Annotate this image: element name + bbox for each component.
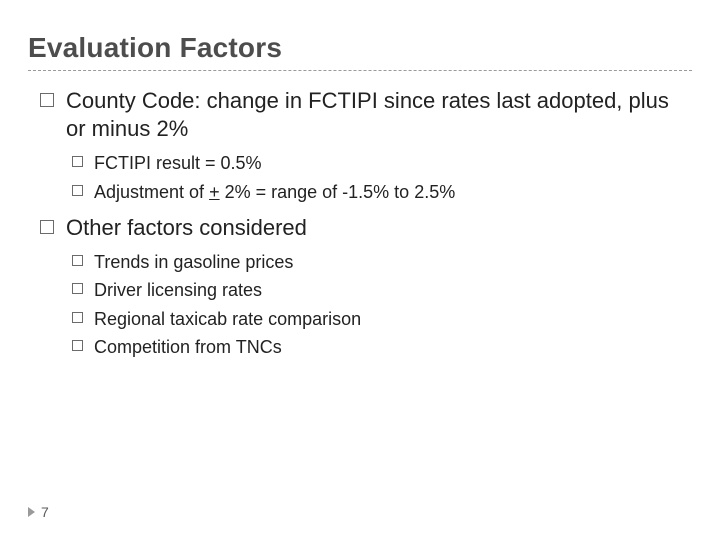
list-item: Adjustment of + 2% = range of -1.5% to 2… bbox=[72, 180, 692, 204]
list-item-text: Driver licensing rates bbox=[94, 280, 262, 300]
list-item-text: Trends in gasoline prices bbox=[94, 252, 293, 272]
page-number: 7 bbox=[41, 504, 49, 520]
bullet-list-lvl2: FCTIPI result = 0.5% Adjustment of + 2% … bbox=[72, 151, 692, 204]
list-item: Driver licensing rates bbox=[72, 278, 692, 302]
bullet-list-lvl1: County Code: change in FCTIPI since rate… bbox=[40, 87, 692, 359]
list-item: FCTIPI result = 0.5% bbox=[72, 151, 692, 175]
list-item-text: Other factors considered bbox=[66, 215, 307, 240]
list-item-underlined: + bbox=[209, 182, 220, 202]
slide-footer: 7 bbox=[28, 504, 49, 520]
title-divider bbox=[28, 70, 692, 71]
slide: Evaluation Factors County Code: change i… bbox=[0, 0, 720, 540]
list-item-text: Regional taxicab rate comparison bbox=[94, 309, 361, 329]
list-item: Regional taxicab rate comparison bbox=[72, 307, 692, 331]
list-item-text: County Code: change in FCTIPI since rate… bbox=[66, 88, 669, 141]
list-item-suffix: 2% = range of -1.5% to 2.5% bbox=[220, 182, 456, 202]
chevron-right-icon bbox=[28, 507, 35, 517]
slide-content: County Code: change in FCTIPI since rate… bbox=[28, 87, 692, 359]
bullet-list-lvl2: Trends in gasoline prices Driver licensi… bbox=[72, 250, 692, 359]
list-item: Competition from TNCs bbox=[72, 335, 692, 359]
list-item: Trends in gasoline prices bbox=[72, 250, 692, 274]
list-item-text: FCTIPI result = 0.5% bbox=[94, 153, 262, 173]
list-item: Other factors considered Trends in gasol… bbox=[40, 214, 692, 359]
slide-title: Evaluation Factors bbox=[28, 32, 692, 64]
list-item-prefix: Adjustment of bbox=[94, 182, 209, 202]
list-item-text: Competition from TNCs bbox=[94, 337, 282, 357]
list-item: County Code: change in FCTIPI since rate… bbox=[40, 87, 692, 204]
